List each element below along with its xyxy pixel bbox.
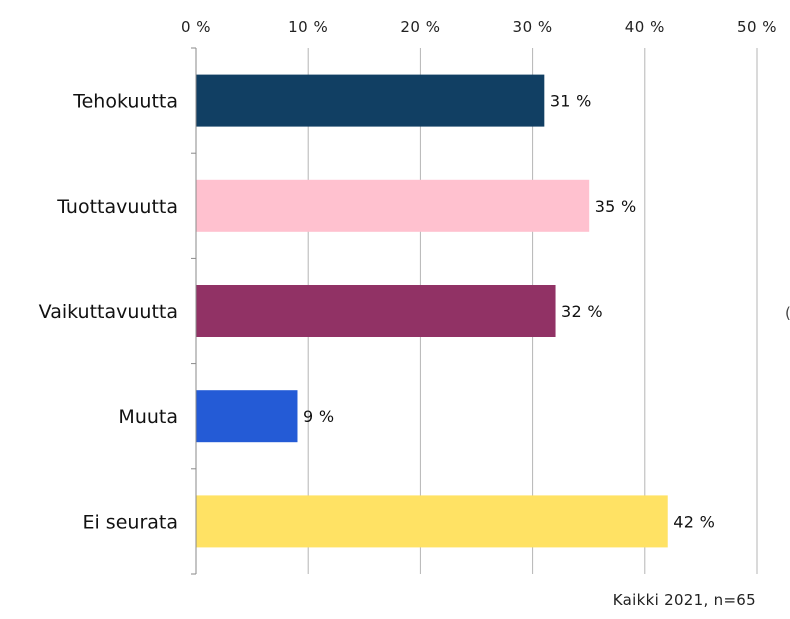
sample-note: Kaikki 2021, n=65 — [612, 591, 756, 609]
x-tick-label: 30 % — [513, 18, 553, 36]
x-tick-label: 50 % — [737, 18, 777, 36]
x-tick-label: 40 % — [625, 18, 665, 36]
bars — [196, 74, 668, 548]
bar — [196, 74, 545, 127]
bar — [196, 179, 590, 232]
value-label: 31 % — [550, 92, 592, 111]
value-label: 42 % — [673, 512, 715, 531]
value-label: 32 % — [561, 302, 603, 321]
category-label: Muuta — [118, 406, 178, 428]
category-axis — [191, 47, 197, 575]
category-label: Tehokuutta — [72, 91, 178, 113]
value-label: 9 % — [303, 407, 334, 426]
x-tick-label: 20 % — [400, 18, 440, 36]
edge-glyph: ( — [785, 304, 790, 322]
x-tick-label: 0 % — [181, 18, 211, 36]
category-label: Vaikuttavuutta — [39, 301, 178, 323]
bar — [196, 285, 556, 337]
category-labels: Tehokuutta Tuottavuutta Vaikuttavuutta Muut… — [39, 91, 178, 534]
category-label: Ei seurata — [82, 511, 178, 533]
category-label: Tuottavuutta — [56, 196, 178, 218]
x-tick-labels: 0 % 10 % 20 % 30 % 40 % 50 % — [181, 18, 777, 36]
value-label: 35 % — [595, 197, 637, 216]
x-tick-label: 10 % — [288, 18, 328, 36]
bar — [196, 495, 668, 548]
value-labels: 31 % 35 % 32 % 9 % 42 % — [303, 92, 715, 532]
bar — [196, 390, 298, 443]
